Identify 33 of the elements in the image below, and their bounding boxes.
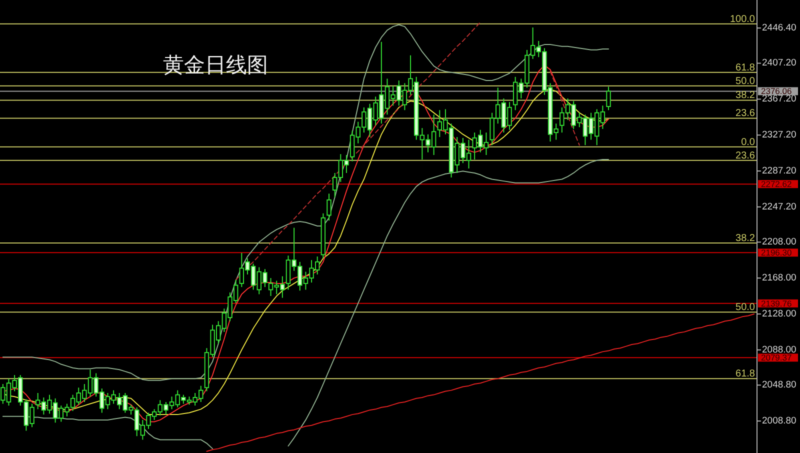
y-tick-label: 2048.80 — [762, 380, 796, 391]
annotation: 100.0 — [730, 14, 756, 25]
y-tick-label: 2008.80 — [762, 416, 796, 427]
annotation: 50.0 — [736, 76, 756, 87]
line-series — [2, 24, 610, 381]
annotation: 50.0 — [736, 302, 756, 314]
line-series — [550, 70, 580, 146]
y-tick-label: 2327.20 — [762, 130, 796, 141]
y-tick-label: 2247.20 — [762, 201, 796, 212]
y-tick-label: 2168.00 — [762, 272, 796, 284]
annotation: 61.8 — [736, 368, 756, 380]
ref-line-label: 2376.06 — [761, 86, 792, 96]
annotation: 38.2 — [736, 90, 756, 102]
text: 黄金日线图 — [163, 54, 268, 77]
annotation: 0.0 — [741, 136, 756, 148]
ref-line-label: 2196.30 — [761, 248, 792, 258]
y-tick-label: 2446.40 — [762, 22, 796, 34]
candlestick — [326, 193, 332, 222]
y-tick-label: 2088.00 — [762, 344, 796, 356]
ref-line-label: 2272.62 — [761, 179, 792, 190]
annotation: 61.8 — [736, 62, 756, 74]
y-tick-label: 2208.00 — [762, 236, 796, 248]
annotation: 23.6 — [736, 108, 756, 120]
y-tick-label: 2407.20 — [762, 58, 796, 69]
ref-line-label: 2139.76 — [761, 298, 792, 308]
line-series — [206, 313, 755, 452]
y-tick-label: 2287.20 — [762, 166, 796, 176]
annotation: 23.6 — [736, 150, 756, 162]
y-tick-label: 2367.20 — [762, 94, 796, 105]
ref-line-label: 2079.37 — [761, 352, 792, 363]
annotation: 38.2 — [736, 233, 756, 244]
candlestick — [606, 86, 611, 111]
y-tick-label: 2128.00 — [762, 308, 796, 320]
